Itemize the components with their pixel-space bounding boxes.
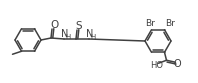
Text: H: H [65, 34, 71, 40]
Text: O: O [50, 20, 58, 29]
Text: Br: Br [166, 19, 175, 28]
Text: Br: Br [146, 19, 155, 28]
Text: N: N [61, 29, 69, 39]
Text: HO: HO [150, 61, 163, 70]
Text: O: O [174, 59, 181, 69]
Text: N: N [86, 29, 94, 39]
Text: H: H [90, 34, 96, 40]
Text: S: S [76, 21, 82, 30]
